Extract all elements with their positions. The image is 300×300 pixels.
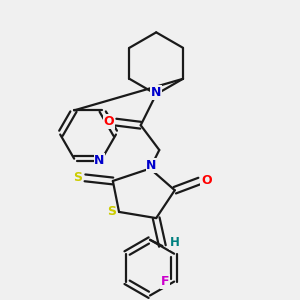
- Text: H: H: [170, 236, 180, 249]
- Text: N: N: [146, 159, 157, 172]
- Text: N: N: [151, 86, 161, 99]
- Text: O: O: [201, 175, 212, 188]
- Text: N: N: [94, 154, 105, 167]
- Text: F: F: [160, 275, 169, 288]
- Text: S: S: [73, 171, 82, 184]
- Text: O: O: [104, 115, 114, 128]
- Text: S: S: [107, 206, 116, 218]
